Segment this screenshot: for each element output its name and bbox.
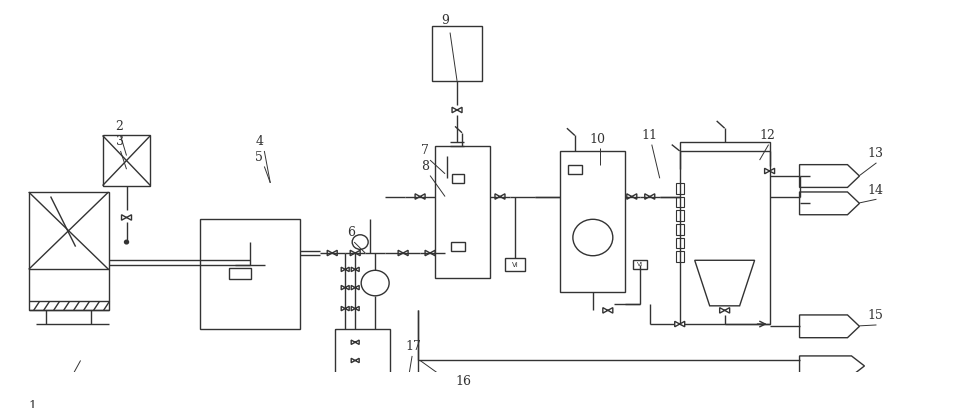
Bar (335, 328, 390, 408)
Bar (452, 174, 463, 183)
Polygon shape (351, 340, 359, 344)
Bar (675, 251, 683, 262)
Bar (675, 210, 683, 221)
Polygon shape (351, 267, 359, 272)
Text: 13: 13 (866, 147, 883, 160)
Polygon shape (121, 215, 132, 220)
Bar (435, 146, 489, 279)
Text: 16: 16 (454, 375, 471, 388)
Text: VI: VI (511, 262, 517, 268)
Polygon shape (494, 194, 505, 199)
Polygon shape (351, 358, 359, 363)
Text: 1: 1 (29, 399, 37, 408)
Bar (675, 237, 683, 248)
Text: VI: VI (636, 262, 642, 267)
Polygon shape (694, 260, 754, 306)
Bar (103, 135, 150, 186)
Polygon shape (415, 194, 424, 199)
Text: 3: 3 (115, 135, 123, 149)
Polygon shape (351, 377, 359, 381)
Text: 12: 12 (759, 129, 774, 142)
Polygon shape (719, 308, 729, 313)
Bar (229, 268, 251, 279)
Polygon shape (626, 194, 636, 199)
Bar (201, 219, 300, 328)
Bar (632, 260, 646, 269)
Polygon shape (602, 308, 612, 313)
Text: 10: 10 (589, 133, 606, 146)
Text: 2: 2 (115, 120, 123, 133)
Circle shape (124, 240, 128, 244)
Text: 5: 5 (255, 151, 263, 164)
Text: 4: 4 (255, 135, 263, 149)
Bar (451, 242, 464, 251)
Bar (679, 142, 768, 324)
Polygon shape (350, 250, 359, 256)
Text: 14: 14 (866, 184, 883, 197)
Text: 17: 17 (405, 340, 421, 353)
Polygon shape (644, 194, 654, 199)
Bar (675, 224, 683, 235)
Text: 7: 7 (421, 144, 428, 157)
Text: 11: 11 (641, 129, 657, 142)
Polygon shape (341, 267, 349, 272)
Bar (675, 197, 683, 207)
Polygon shape (341, 306, 349, 311)
Text: 15: 15 (866, 309, 883, 322)
Text: 9: 9 (441, 14, 449, 27)
Polygon shape (424, 250, 435, 256)
Bar (29, 192, 109, 310)
Polygon shape (351, 395, 359, 399)
Bar (567, 165, 581, 174)
Bar (505, 258, 524, 271)
Polygon shape (764, 168, 774, 174)
Polygon shape (327, 250, 337, 256)
Bar (559, 151, 624, 292)
Polygon shape (674, 322, 684, 327)
Polygon shape (452, 107, 461, 113)
Polygon shape (397, 250, 408, 256)
Text: 8: 8 (421, 160, 428, 173)
Bar (431, 26, 482, 81)
Polygon shape (351, 306, 359, 311)
Polygon shape (341, 286, 349, 290)
Bar (675, 183, 683, 194)
Text: 6: 6 (347, 226, 355, 239)
Polygon shape (351, 286, 359, 290)
